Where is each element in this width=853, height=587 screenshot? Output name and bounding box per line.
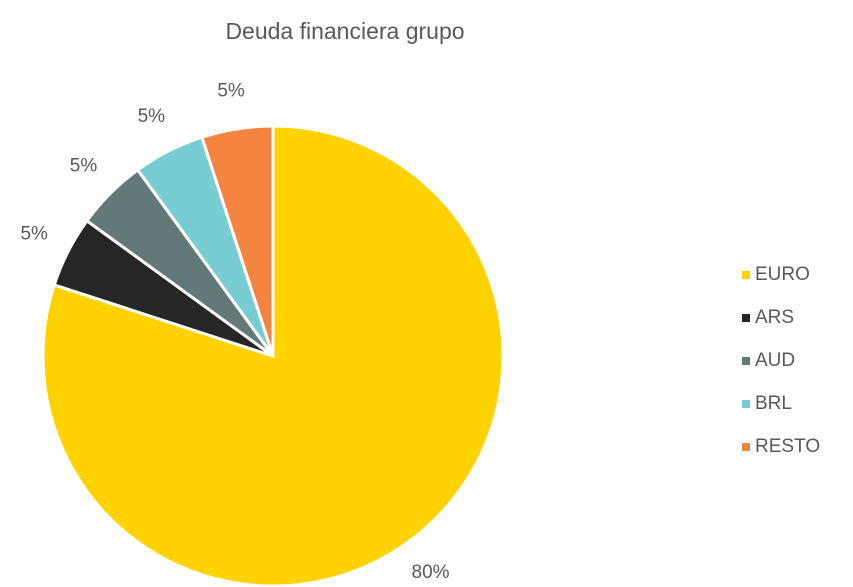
data-label: 5% [20, 223, 48, 244]
legend-swatch [742, 400, 750, 408]
legend-swatch [742, 443, 750, 451]
data-label: 5% [70, 156, 98, 177]
data-label: 5% [217, 80, 245, 101]
data-label: 5% [138, 106, 166, 127]
chart-title: Deuda financiera grupo [225, 18, 464, 44]
legend-label: ARS [755, 307, 794, 328]
legend-label: EURO [755, 264, 810, 285]
data-label: 80% [412, 562, 450, 583]
legend-swatch [742, 357, 750, 365]
legend-label: RESTO [755, 436, 820, 457]
legend-swatch [742, 271, 750, 279]
legend-swatch [742, 314, 750, 322]
legend-label: BRL [755, 393, 792, 414]
pie-slice [41, 124, 505, 587]
pie-slice [200, 124, 275, 357]
legend-label: AUD [755, 350, 795, 371]
